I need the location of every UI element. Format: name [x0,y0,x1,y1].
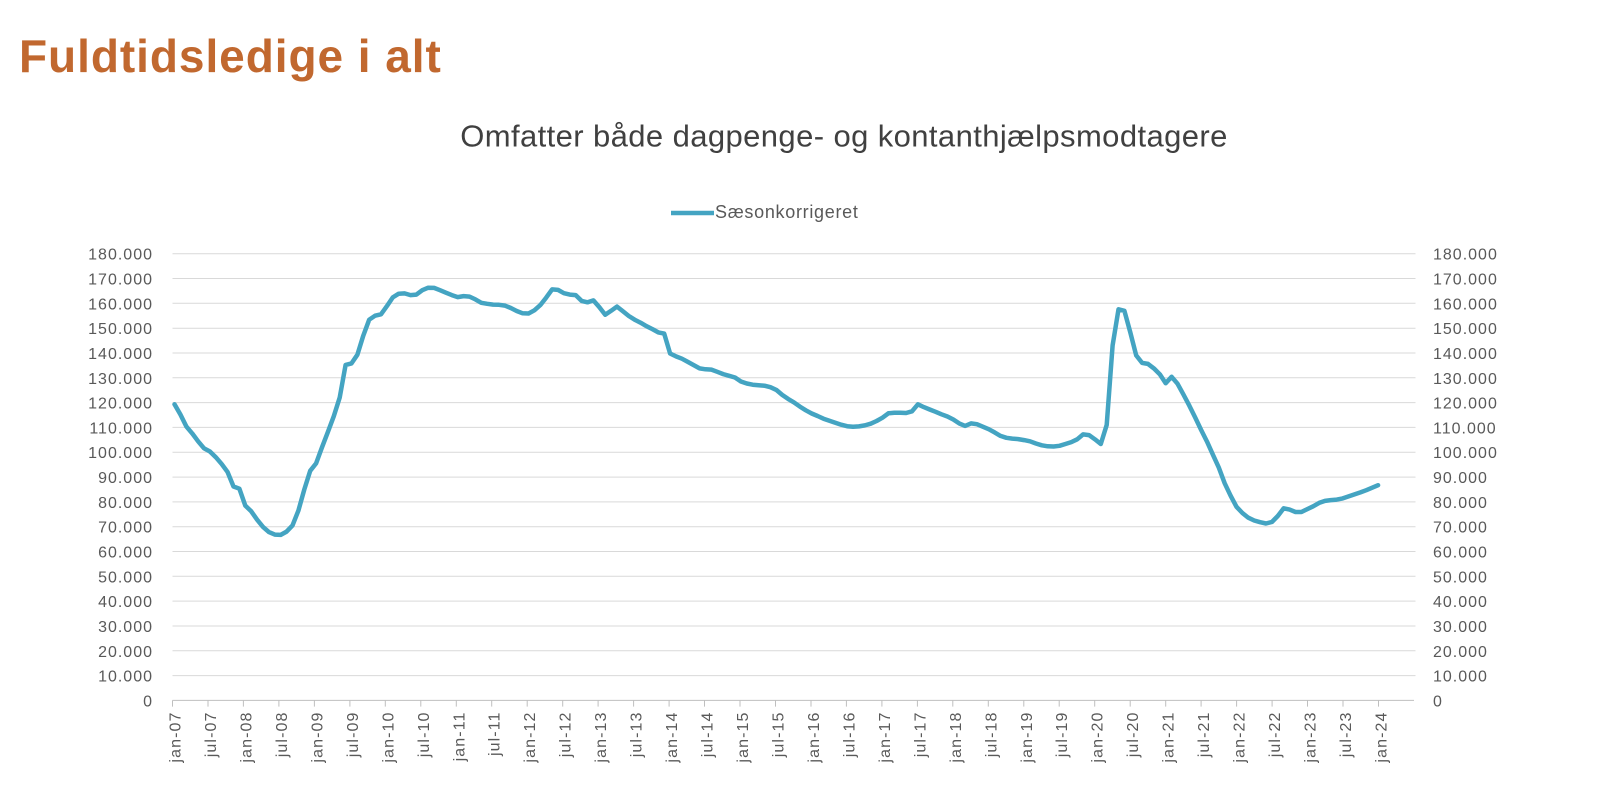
svg-text:jul-08: jul-08 [274,712,291,759]
svg-text:jul-20: jul-20 [1125,712,1142,759]
svg-text:120.000: 120.000 [88,396,153,413]
svg-text:jul-13: jul-13 [629,712,646,759]
svg-text:70.000: 70.000 [98,520,153,537]
svg-text:10.000: 10.000 [98,669,153,686]
svg-text:jul-12: jul-12 [558,712,575,759]
svg-text:80.000: 80.000 [98,495,153,512]
svg-text:170.000: 170.000 [1433,272,1498,289]
svg-text:130.000: 130.000 [1433,371,1498,388]
svg-text:jan-08: jan-08 [238,712,255,764]
svg-text:80.000: 80.000 [1433,495,1488,512]
svg-text:jan-19: jan-19 [1019,712,1036,764]
svg-text:50.000: 50.000 [98,569,153,586]
svg-text:90.000: 90.000 [98,470,153,487]
svg-text:jan-23: jan-23 [1303,712,1320,764]
svg-text:150.000: 150.000 [88,321,153,338]
svg-text:140.000: 140.000 [88,346,153,363]
svg-text:60.000: 60.000 [98,545,153,562]
svg-text:30.000: 30.000 [1433,619,1488,636]
svg-text:70.000: 70.000 [1433,520,1488,537]
svg-text:jan-14: jan-14 [664,712,681,764]
svg-text:Fuldtidsledige i alt: Fuldtidsledige i alt [19,30,442,82]
svg-text:10.000: 10.000 [1433,669,1488,686]
svg-text:40.000: 40.000 [98,594,153,611]
svg-text:jan-11: jan-11 [451,712,468,763]
svg-text:jul-17: jul-17 [912,712,929,759]
svg-text:60.000: 60.000 [1433,545,1488,562]
svg-text:110.000: 110.000 [89,420,153,437]
svg-text:170.000: 170.000 [88,272,153,289]
svg-text:jul-19: jul-19 [1054,712,1071,759]
svg-text:jan-07: jan-07 [168,712,185,764]
svg-text:jan-17: jan-17 [877,712,894,764]
svg-text:0: 0 [143,693,153,710]
svg-text:jan-10: jan-10 [380,712,397,764]
svg-text:90.000: 90.000 [1433,470,1488,487]
svg-text:jan-09: jan-09 [309,712,326,764]
svg-text:150.000: 150.000 [1433,321,1498,338]
svg-text:20.000: 20.000 [1433,644,1488,661]
svg-text:jan-18: jan-18 [948,712,965,764]
svg-text:Sæsonkorrigeret: Sæsonkorrigeret [715,202,859,222]
svg-text:20.000: 20.000 [98,644,153,661]
svg-text:40.000: 40.000 [1433,594,1488,611]
svg-text:100.000: 100.000 [88,445,153,462]
svg-text:jul-15: jul-15 [771,712,788,759]
svg-text:jul-14: jul-14 [700,712,717,759]
svg-text:jan-21: jan-21 [1161,712,1178,764]
svg-text:180.000: 180.000 [1433,247,1498,264]
svg-text:jul-23: jul-23 [1338,712,1355,759]
svg-text:30.000: 30.000 [98,619,153,636]
svg-text:160.000: 160.000 [1433,296,1498,313]
svg-text:50.000: 50.000 [1433,569,1488,586]
svg-text:180.000: 180.000 [88,247,153,264]
svg-text:jul-09: jul-09 [345,712,362,759]
svg-text:130.000: 130.000 [88,371,153,388]
svg-text:jul-22: jul-22 [1267,712,1284,759]
svg-text:jan-13: jan-13 [593,712,610,764]
svg-text:jan-12: jan-12 [522,712,539,764]
svg-text:jul-21: jul-21 [1196,712,1213,759]
svg-text:100.000: 100.000 [1433,445,1498,462]
svg-text:jul-10: jul-10 [416,712,433,759]
svg-text:120.000: 120.000 [1433,396,1498,413]
svg-text:Omfatter både dagpenge- og kon: Omfatter både dagpenge- og kontanthjælps… [460,119,1228,154]
svg-text:jan-20: jan-20 [1090,712,1107,764]
svg-text:jul-18: jul-18 [983,712,1000,759]
svg-text:jul-16: jul-16 [841,712,858,759]
svg-text:jul-07: jul-07 [203,712,220,759]
svg-text:140.000: 140.000 [1433,346,1498,363]
svg-text:160.000: 160.000 [88,296,153,313]
svg-text:jan-22: jan-22 [1232,712,1249,764]
svg-text:110.000: 110.000 [1433,420,1497,437]
svg-text:jul-11: jul-11 [487,712,504,758]
svg-text:jan-15: jan-15 [735,712,752,764]
svg-text:0: 0 [1433,693,1443,710]
svg-text:jan-16: jan-16 [806,712,823,764]
svg-text:jan-24: jan-24 [1374,712,1391,764]
